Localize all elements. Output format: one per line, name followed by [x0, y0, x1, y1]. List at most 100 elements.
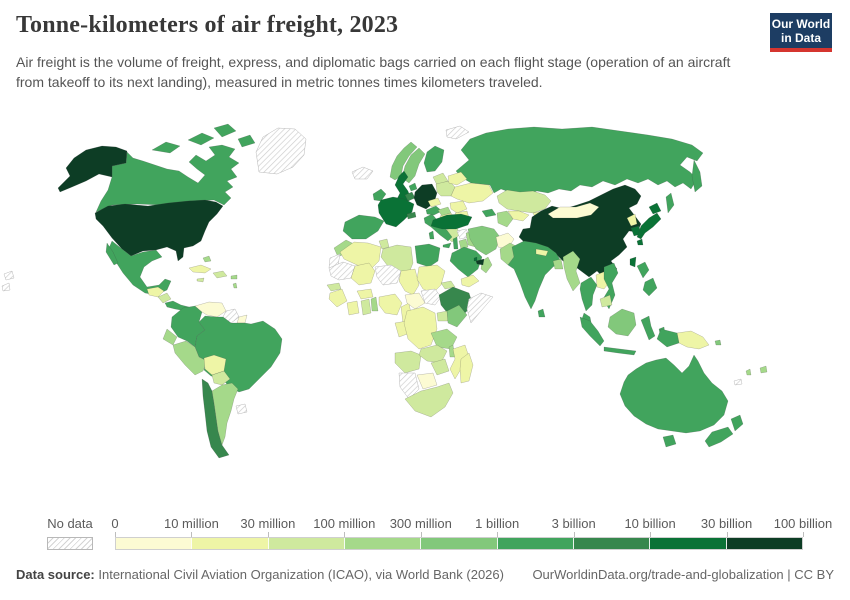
country-sri-lanka[interactable] — [537, 308, 546, 318]
country-botswana[interactable] — [416, 372, 438, 390]
country-iran[interactable] — [467, 225, 501, 256]
country-egypt[interactable] — [414, 243, 441, 268]
legend-swatch-1[interactable] — [191, 538, 268, 549]
country-iceland[interactable] — [351, 166, 374, 180]
country-chad[interactable] — [398, 268, 420, 296]
country-tanzania[interactable] — [430, 328, 458, 350]
country-austria[interactable] — [425, 205, 443, 216]
country-vanuatu[interactable] — [745, 368, 752, 376]
country-russia-kamchatka[interactable] — [691, 159, 703, 193]
country-caucasus[interactable] — [481, 208, 497, 218]
country-canada-arctic-3[interactable] — [213, 123, 237, 138]
country-myanmar[interactable] — [562, 250, 581, 292]
footer-link[interactable]: OurWorldinData.org/trade-and-globalizati… — [532, 567, 834, 582]
country-oman[interactable] — [480, 256, 493, 274]
country-indonesia-papua[interactable] — [656, 328, 680, 348]
country-spain[interactable] — [342, 214, 385, 240]
country-pacific-fragment-2[interactable] — [1, 282, 11, 292]
country-zimbabwe[interactable] — [430, 358, 450, 376]
country-ireland[interactable] — [372, 188, 387, 202]
country-thailand[interactable] — [579, 276, 598, 312]
country-eritrea[interactable] — [440, 280, 456, 290]
country-finland[interactable] — [423, 145, 445, 173]
country-canada-arctic-4[interactable] — [237, 134, 256, 148]
country-cote-divoire[interactable] — [346, 300, 360, 316]
country-venezuela[interactable] — [194, 301, 227, 318]
country-papua-new-guinea[interactable] — [676, 330, 710, 350]
country-switzerland[interactable] — [406, 211, 417, 220]
country-uruguay[interactable] — [235, 403, 248, 415]
country-united-states-alaska[interactable] — [57, 145, 128, 193]
country-saudi-arabia[interactable] — [449, 246, 483, 278]
country-russia-sakhalin[interactable] — [665, 192, 675, 214]
country-bangladesh[interactable] — [552, 258, 564, 270]
country-yemen[interactable] — [460, 274, 480, 288]
country-sweden[interactable] — [401, 147, 426, 184]
legend-swatch-4[interactable] — [420, 538, 497, 549]
legend-swatch-8[interactable] — [725, 538, 802, 549]
country-madagascar[interactable] — [459, 352, 474, 384]
country-canada-arctic-2[interactable] — [187, 132, 215, 146]
country-indonesia-sulawesi[interactable] — [640, 315, 656, 341]
country-fiji[interactable] — [759, 365, 768, 374]
country-indonesia-sumatra[interactable] — [579, 316, 605, 347]
country-north-korea[interactable] — [626, 213, 638, 227]
country-uzbekistan[interactable] — [507, 210, 530, 222]
country-italy-sicily[interactable] — [442, 242, 452, 249]
country-svalbard[interactable] — [445, 125, 470, 140]
country-turkmenistan[interactable] — [496, 210, 514, 228]
country-puerto-rico[interactable] — [230, 274, 238, 280]
country-greenland[interactable] — [255, 127, 307, 175]
country-united-states-mainland[interactable] — [94, 199, 224, 262]
legend-swatch-2[interactable] — [267, 538, 344, 549]
country-romania[interactable] — [449, 200, 468, 214]
country-niger[interactable] — [374, 264, 402, 286]
owid-logo[interactable]: Our World in Data — [770, 13, 832, 52]
legend-swatch-6[interactable] — [572, 538, 650, 549]
country-angola[interactable] — [394, 350, 422, 374]
country-central-african-republic[interactable] — [404, 292, 426, 310]
country-tunisia[interactable] — [378, 238, 390, 250]
country-ukraine[interactable] — [450, 182, 494, 204]
country-guinea[interactable] — [328, 288, 348, 308]
country-south-sudan[interactable] — [420, 288, 442, 306]
country-czechia[interactable] — [427, 197, 442, 208]
country-benin[interactable] — [370, 296, 379, 312]
country-borneo[interactable] — [607, 308, 637, 337]
country-philippines-mindanao[interactable] — [642, 277, 658, 297]
country-namibia[interactable] — [398, 372, 420, 400]
country-burkina-faso[interactable] — [356, 288, 374, 300]
country-south-africa[interactable] — [404, 382, 454, 418]
country-pacific-fragment-1[interactable] — [3, 270, 15, 281]
country-taiwan[interactable] — [629, 256, 637, 268]
country-israel[interactable] — [452, 236, 459, 250]
country-australia-tasmania[interactable] — [662, 434, 677, 448]
country-philippines-luzon[interactable] — [636, 261, 650, 279]
country-turkey[interactable] — [430, 213, 473, 230]
country-indonesia-java[interactable] — [603, 346, 637, 356]
country-jamaica[interactable] — [196, 277, 205, 283]
country-brazil[interactable] — [194, 315, 283, 393]
country-uganda[interactable] — [436, 310, 449, 322]
country-guatemala[interactable] — [146, 286, 165, 298]
country-new-zealand-north[interactable] — [730, 414, 744, 432]
country-japan-hokkaido[interactable] — [648, 202, 662, 215]
country-australia[interactable] — [619, 354, 729, 434]
country-denmark[interactable] — [408, 182, 418, 192]
country-paraguay[interactable] — [211, 370, 231, 386]
country-kenya[interactable] — [446, 304, 468, 328]
country-ghana[interactable] — [360, 298, 372, 316]
country-nicaragua[interactable] — [157, 292, 172, 304]
country-sudan[interactable] — [416, 264, 446, 294]
legend-swatch-7[interactable] — [649, 538, 726, 549]
country-lesser-antilles[interactable] — [232, 282, 238, 289]
country-hispaniola[interactable] — [212, 270, 228, 279]
country-mexico[interactable] — [108, 240, 172, 296]
country-new-zealand-south[interactable] — [704, 426, 734, 448]
country-united-arab-emirates[interactable] — [475, 258, 485, 266]
country-argentina[interactable] — [211, 382, 239, 446]
country-baltics[interactable] — [432, 172, 449, 186]
legend-color-bar[interactable] — [115, 537, 803, 550]
country-bahamas[interactable] — [202, 255, 212, 263]
country-mexico-baja[interactable] — [105, 242, 119, 266]
